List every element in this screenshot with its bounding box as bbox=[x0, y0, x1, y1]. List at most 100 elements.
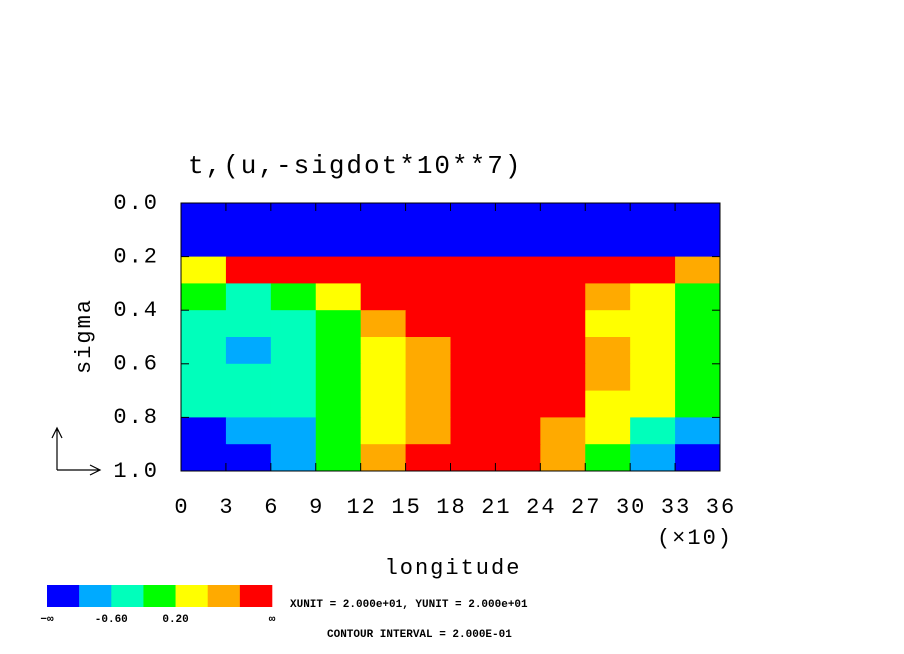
field-cell bbox=[270, 310, 317, 338]
y-tick-label: 1.0 bbox=[113, 459, 159, 484]
field-cell bbox=[450, 390, 496, 418]
field-cell bbox=[450, 417, 496, 445]
field-cell bbox=[540, 229, 586, 258]
unit-note: XUNIT = 2.000e+01, YUNIT = 2.000e+01 bbox=[290, 599, 528, 611]
colorbar-swatch bbox=[47, 585, 80, 607]
x-tick-label: 30 bbox=[616, 495, 646, 520]
field-cell bbox=[450, 229, 496, 258]
field-cell bbox=[585, 337, 631, 365]
field-cell bbox=[405, 337, 451, 365]
field-cell bbox=[675, 283, 721, 311]
field-cell bbox=[405, 310, 451, 338]
x-tick-label: 3 bbox=[219, 495, 234, 520]
field-cell bbox=[181, 390, 227, 418]
field-cell bbox=[405, 390, 451, 418]
x-tick-label: 9 bbox=[309, 495, 324, 520]
field-cell bbox=[360, 310, 407, 338]
colorbar-swatch bbox=[111, 585, 144, 607]
x-tick-label: 21 bbox=[481, 495, 511, 520]
field-cell bbox=[540, 203, 586, 231]
field-cell bbox=[585, 283, 631, 311]
reference-arrow bbox=[51, 426, 102, 476]
field-cell bbox=[181, 283, 227, 311]
colorbar-label: −∞ bbox=[40, 614, 54, 626]
field-cell bbox=[675, 444, 721, 472]
field-cell bbox=[495, 417, 541, 445]
field-cell bbox=[675, 310, 721, 338]
field-cell bbox=[181, 417, 227, 445]
field-cell bbox=[630, 256, 676, 284]
field-cell bbox=[495, 310, 541, 338]
colorbar-swatch bbox=[239, 585, 273, 607]
x-tick-label: 12 bbox=[346, 495, 376, 520]
field-cell bbox=[630, 310, 676, 338]
field-cell bbox=[315, 417, 362, 445]
field-cell bbox=[450, 256, 496, 284]
colorbar-label: ∞ bbox=[269, 614, 276, 626]
x-tick-label: 15 bbox=[391, 495, 421, 520]
field-cell bbox=[315, 256, 362, 284]
field-cell bbox=[225, 256, 272, 284]
field-cell bbox=[270, 203, 317, 231]
field-cell bbox=[405, 203, 451, 231]
field-cell bbox=[675, 337, 721, 365]
field-cell bbox=[405, 229, 451, 258]
contour-note: CONTOUR INTERVAL = 2.000E-01 bbox=[327, 629, 512, 641]
field-cell bbox=[675, 363, 721, 392]
x-multiplier: (×10) bbox=[657, 526, 733, 551]
field-cell bbox=[675, 229, 721, 258]
colorbar-label: 0.20 bbox=[162, 614, 188, 626]
field-cell bbox=[495, 203, 541, 231]
colorbar-swatch bbox=[79, 585, 112, 607]
field-cell bbox=[405, 363, 451, 392]
field-cell bbox=[630, 390, 676, 418]
field-cell bbox=[360, 256, 407, 284]
x-tick-label: 24 bbox=[526, 495, 556, 520]
field-cell bbox=[315, 229, 362, 258]
field-cell bbox=[585, 363, 631, 392]
field-cell bbox=[270, 390, 317, 418]
x-tick-label: 0 bbox=[174, 495, 189, 520]
field-cell bbox=[630, 229, 676, 258]
field-cell bbox=[495, 256, 541, 284]
field-cell bbox=[360, 363, 407, 392]
field-cell bbox=[540, 417, 586, 445]
field-cell bbox=[630, 417, 676, 445]
field-cell bbox=[315, 444, 362, 472]
field-cell bbox=[225, 283, 272, 311]
field-cell bbox=[181, 363, 227, 392]
field-cell bbox=[315, 203, 362, 231]
field-cell bbox=[315, 310, 362, 338]
colorbar-swatch bbox=[143, 585, 176, 607]
field-cell bbox=[540, 283, 586, 311]
field-cell bbox=[225, 229, 272, 258]
field-cell bbox=[360, 417, 407, 445]
colorbar-label: -0.60 bbox=[95, 614, 128, 626]
field-cell bbox=[495, 363, 541, 392]
chart-title: t,(u,-sigdot*10**7) bbox=[188, 151, 522, 181]
colorbar-swatch bbox=[207, 585, 241, 607]
x-tick-label: 36 bbox=[706, 495, 736, 520]
field-cell bbox=[360, 390, 407, 418]
y-tick-label: 0.2 bbox=[113, 244, 159, 269]
field-cell bbox=[225, 363, 272, 392]
field-cell bbox=[181, 444, 227, 472]
field-cell bbox=[225, 203, 272, 231]
field-cell bbox=[360, 229, 407, 258]
field-cell bbox=[270, 444, 317, 472]
field-cell bbox=[675, 256, 721, 284]
field-cell bbox=[450, 363, 496, 392]
field-cell bbox=[181, 337, 227, 365]
field-cell bbox=[181, 310, 227, 338]
field-cell bbox=[450, 337, 496, 365]
field-cell bbox=[585, 310, 631, 338]
field-cell bbox=[270, 283, 317, 311]
field-cell bbox=[585, 390, 631, 418]
field-cell bbox=[495, 390, 541, 418]
field-cell bbox=[495, 444, 541, 472]
field-cell bbox=[360, 283, 407, 311]
field-cell bbox=[315, 337, 362, 365]
field-cell bbox=[405, 444, 451, 472]
field-cell bbox=[450, 283, 496, 311]
field-cell bbox=[675, 417, 721, 445]
